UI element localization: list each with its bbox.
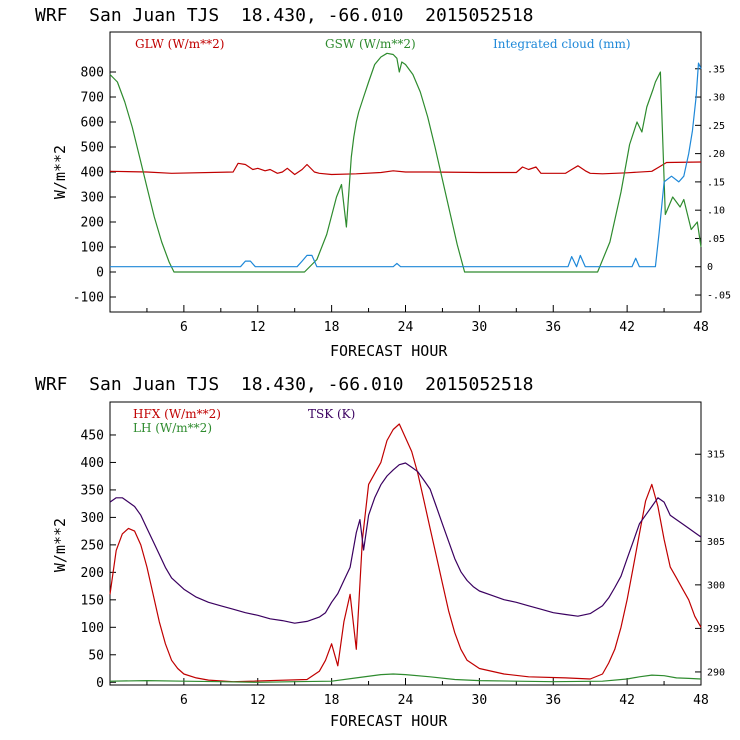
top-y-tick-label: 600 [81, 116, 104, 131]
top-legend-gsw: GSW (W/m**2) [325, 37, 416, 51]
top-x-axis: 6 12 18 24 30 36 42 48 [109, 305, 709, 335]
bottom-y2-tick-label: 300 [707, 580, 725, 591]
top-chart: WRF San Juan TJS 18.430, -66.010 2015052… [35, 5, 731, 360]
bottom-legend-hfx: HFX (W/m**2) [133, 407, 221, 421]
bottom-y-tick-label: 150 [81, 593, 104, 608]
bottom-y-tick-label: 350 [81, 483, 104, 498]
bottom-y-tick-label: 200 [81, 566, 104, 581]
top-legend-glw: GLW (W/m**2) [135, 37, 224, 51]
bottom-y-tick-label: 450 [81, 428, 104, 443]
top-y-axis: -100 0 100 200 300 400 500 600 700 800 [73, 66, 116, 306]
top-x-tick-label: 48 [693, 320, 709, 335]
top-series-glw [109, 161, 702, 176]
bottom-series-group [109, 423, 702, 683]
top-y2-tick-label: .15 [707, 177, 725, 188]
bottom-y2-axis: 290 295 300 305 310 315 [695, 450, 725, 678]
top-y-tick-label: 700 [81, 91, 104, 106]
top-y-tick-label: 400 [81, 166, 104, 181]
bottom-x-axis-label: FORECAST HOUR [330, 712, 448, 730]
bottom-x-tick-label: 48 [693, 693, 709, 708]
bottom-y-tick-label: 400 [81, 456, 104, 471]
top-y2-tick-label: .05 [707, 234, 725, 245]
bottom-x-tick-label: 12 [250, 693, 266, 708]
bottom-chart-title: WRF San Juan TJS 18.430, -66.010 2015052… [35, 374, 534, 395]
bottom-y2-tick-label: 295 [707, 624, 725, 635]
top-y-axis-label: W/m**2 [51, 145, 69, 199]
top-x-tick-label: 42 [619, 320, 635, 335]
bottom-y-tick-label: 300 [81, 511, 104, 526]
top-x-tick-label: 12 [250, 320, 266, 335]
bottom-x-tick-label: 6 [180, 693, 188, 708]
bottom-legend-tsk: TSK (K) [308, 407, 355, 421]
bottom-x-axis: 6 12 18 24 30 36 42 48 [109, 678, 709, 708]
top-y2-tick-label: .10 [707, 206, 725, 217]
bottom-y-tick-label: 50 [88, 648, 104, 663]
top-y-tick-label: 500 [81, 141, 104, 156]
top-x-tick-label: 18 [324, 320, 340, 335]
top-y2-axis: -.05 0 .05 .10 .15 .20 .25 .30 .35 [695, 64, 731, 302]
bottom-x-tick-label: 42 [619, 693, 635, 708]
bottom-series-hfx [109, 423, 702, 683]
top-legend-cloud: Integrated cloud (mm) [493, 37, 631, 51]
top-y2-tick-label: 0 [707, 262, 713, 273]
top-series-gsw [109, 52, 702, 273]
top-y2-tick-label: .30 [707, 93, 725, 104]
top-series-integrated [110, 62, 702, 268]
bottom-x-tick-label: 36 [545, 693, 561, 708]
top-x-tick-label: 30 [472, 320, 488, 335]
bottom-x-tick-label: 30 [472, 693, 488, 708]
bottom-chart: WRF San Juan TJS 18.430, -66.010 2015052… [35, 374, 725, 730]
top-series-group [109, 52, 702, 273]
top-y-tick-label: 100 [81, 241, 104, 256]
bottom-legend-lh: LH (W/m**2) [133, 421, 212, 435]
bottom-series-lh [109, 673, 702, 683]
top-x-tick-label: 24 [398, 320, 414, 335]
bottom-y-axis-label: W/m**2 [51, 518, 69, 572]
bottom-x-tick-label: 24 [398, 693, 414, 708]
top-y2-tick-label: -.05 [707, 291, 731, 302]
top-x-tick-label: 36 [545, 320, 561, 335]
top-y-tick-label: 0 [96, 266, 104, 281]
bottom-y2-tick-label: 305 [707, 537, 725, 548]
bottom-y2-tick-label: 290 [707, 667, 725, 678]
bottom-y-tick-label: 0 [96, 676, 104, 691]
bottom-y2-tick-label: 310 [707, 493, 725, 504]
top-y-tick-label: 800 [81, 66, 104, 81]
bottom-plot-frame [109, 401, 702, 686]
top-x-tick-label: 6 [180, 320, 188, 335]
bottom-y2-tick-label: 315 [707, 450, 725, 461]
top-y-tick-label: 200 [81, 216, 104, 231]
top-y2-tick-label: .35 [707, 64, 725, 75]
bottom-x-tick-label: 18 [324, 693, 340, 708]
bottom-y-tick-label: 250 [81, 538, 104, 553]
top-x-axis-label: FORECAST HOUR [330, 342, 448, 360]
bottom-y-axis: 0 50 100 150 200 250 300 350 400 450 [81, 428, 116, 691]
bottom-series-tsk [109, 462, 702, 624]
top-y-tick-label: -100 [73, 291, 104, 306]
bottom-y-tick-label: 100 [81, 621, 104, 636]
top-y-tick-label: 300 [81, 191, 104, 206]
top-chart-title: WRF San Juan TJS 18.430, -66.010 2015052… [35, 5, 534, 26]
top-y2-tick-label: .20 [707, 149, 725, 160]
top-y2-tick-label: .25 [707, 121, 725, 132]
